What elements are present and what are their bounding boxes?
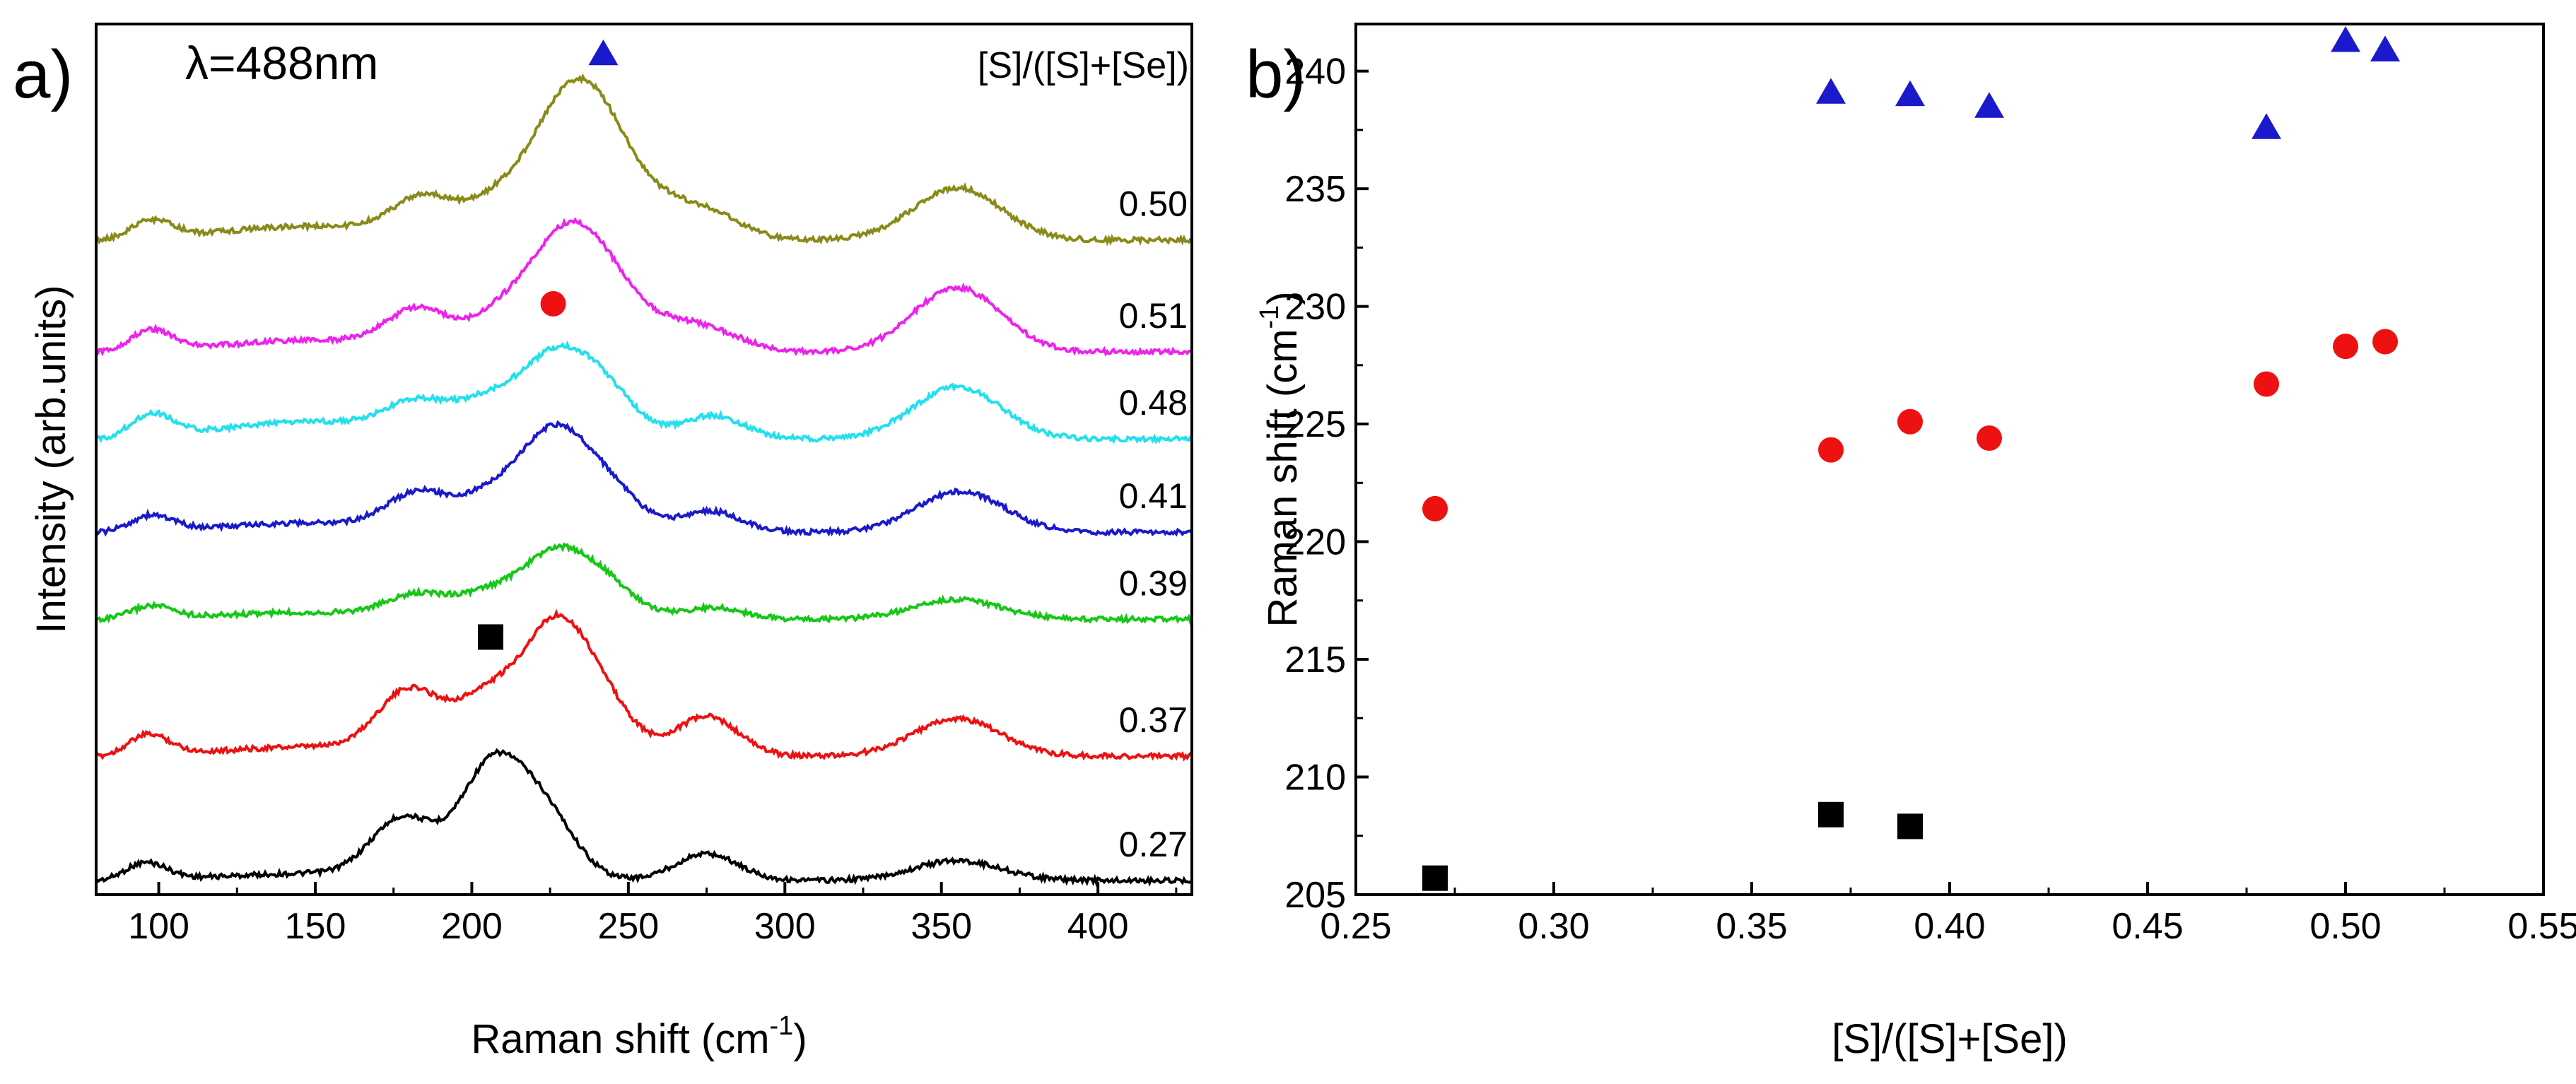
x-tick-label: 250	[597, 906, 659, 947]
composition-label-0-41: 0.41	[1119, 476, 1188, 516]
data-point-square	[1818, 801, 1844, 827]
panel-b-frame	[1354, 23, 2545, 896]
x-tick-label: 150	[285, 906, 346, 947]
y-tick-label: 210	[1284, 758, 1346, 799]
x-tick-label: 300	[754, 906, 816, 947]
data-point-triangle	[1895, 80, 1925, 107]
y-tick-label: 240	[1284, 52, 1346, 93]
panel-b-label: b)	[1246, 37, 1306, 112]
data-point-triangle	[2331, 26, 2360, 52]
y-tick-label: 230	[1284, 287, 1346, 328]
y-tick-label: 215	[1284, 640, 1346, 681]
composition-label-0-39: 0.39	[1119, 563, 1188, 603]
y-tick-label: 205	[1284, 875, 1346, 916]
y-tick-label: 225	[1284, 404, 1346, 445]
spectrum-line-0-39	[95, 542, 1193, 626]
spectrum-line-0-27	[95, 748, 1193, 888]
data-point-circle	[1977, 425, 2002, 452]
spectrum-line-0-41	[95, 420, 1193, 537]
composition-label-0-37: 0.37	[1119, 700, 1188, 740]
x-tick-label: 0.55	[2507, 906, 2576, 947]
data-point-triangle	[1974, 92, 2004, 118]
data-point-triangle	[2252, 113, 2281, 139]
peak-marker-square	[478, 624, 503, 650]
composition-label-0-50: 0.50	[1119, 184, 1188, 224]
scatter-points	[1422, 26, 2400, 891]
composition-label-0-27: 0.27	[1119, 825, 1188, 864]
spectra-peak-markers	[478, 39, 619, 650]
spectrum-line-0-51	[95, 217, 1193, 357]
data-point-triangle	[1816, 78, 1846, 104]
spectrum-line-0-48	[95, 340, 1193, 444]
panel-a-label: a)	[13, 37, 73, 112]
panel-b-x-axis-title: [S]/([S]+[Se])	[1832, 1016, 2068, 1062]
panel-a-spectra: a) λ=488nm [S]/([S]+[Se]) 0.270.370.390.…	[13, 23, 1193, 1062]
panel-b-y-ticks: 205 210 215 220 225 230 235 240	[1284, 52, 1369, 916]
data-point-circle	[2372, 329, 2398, 355]
wavelength-annotation: λ=488nm	[185, 37, 378, 89]
data-point-square	[1897, 813, 1923, 839]
x-tick-label: 400	[1067, 906, 1129, 947]
x-tick-label: 0.25	[1320, 906, 1391, 947]
data-point-square	[1422, 865, 1448, 891]
panel-a-frame	[95, 23, 1193, 896]
panel-a-x-axis-title: Raman shift (cm-1)	[471, 1011, 807, 1062]
data-point-circle	[2254, 371, 2279, 397]
panel-b-x-ticks: 0.25 0.30 0.35 0.40 0.45 0.50 0.55	[1320, 882, 2576, 947]
spectra-curves	[95, 73, 1193, 888]
x-tick-label: 0.35	[1716, 906, 1787, 947]
x-tick-label: 0.50	[2309, 906, 2381, 947]
composition-label-0-51: 0.51	[1119, 296, 1188, 336]
panel-b-y-axis-title: Raman shift (cm-1)	[1255, 291, 1306, 627]
x-tick-label: 0.30	[1518, 906, 1589, 947]
x-tick-label: 100	[128, 906, 189, 947]
data-point-triangle	[2370, 35, 2400, 61]
data-point-circle	[1818, 437, 1844, 463]
composition-label-0-48: 0.48	[1119, 383, 1188, 423]
panel-a-x-ticks: 100 150 200 250 300 350 400	[128, 882, 1178, 947]
composition-legend-title: [S]/([S]+[Se])	[978, 45, 1189, 86]
spectrum-line-0-37	[95, 608, 1193, 762]
data-point-circle	[2333, 334, 2358, 360]
y-tick-label: 235	[1284, 169, 1346, 210]
data-point-circle	[1897, 408, 1923, 435]
x-tick-label: 350	[911, 906, 972, 947]
x-tick-label: 0.40	[1914, 906, 1985, 947]
panel-a-y-axis-title: Intensity (arb.units)	[28, 285, 74, 633]
peak-marker-circle	[540, 290, 566, 317]
x-tick-label: 0.45	[2112, 906, 2183, 947]
composition-labels: 0.27 0.37 0.39 0.41 0.48 0.51 0.50	[1119, 184, 1188, 864]
panel-b-scatter: b) 0.25 0.30 0.35 0.40 0.45 0.50 0.55 205 210 21…	[1246, 23, 2576, 1062]
peak-marker-triangle	[588, 39, 619, 66]
x-tick-label: 200	[441, 906, 503, 947]
data-point-circle	[1422, 495, 1448, 522]
y-tick-label: 220	[1284, 522, 1346, 563]
spectrum-line-0-50	[95, 73, 1193, 247]
